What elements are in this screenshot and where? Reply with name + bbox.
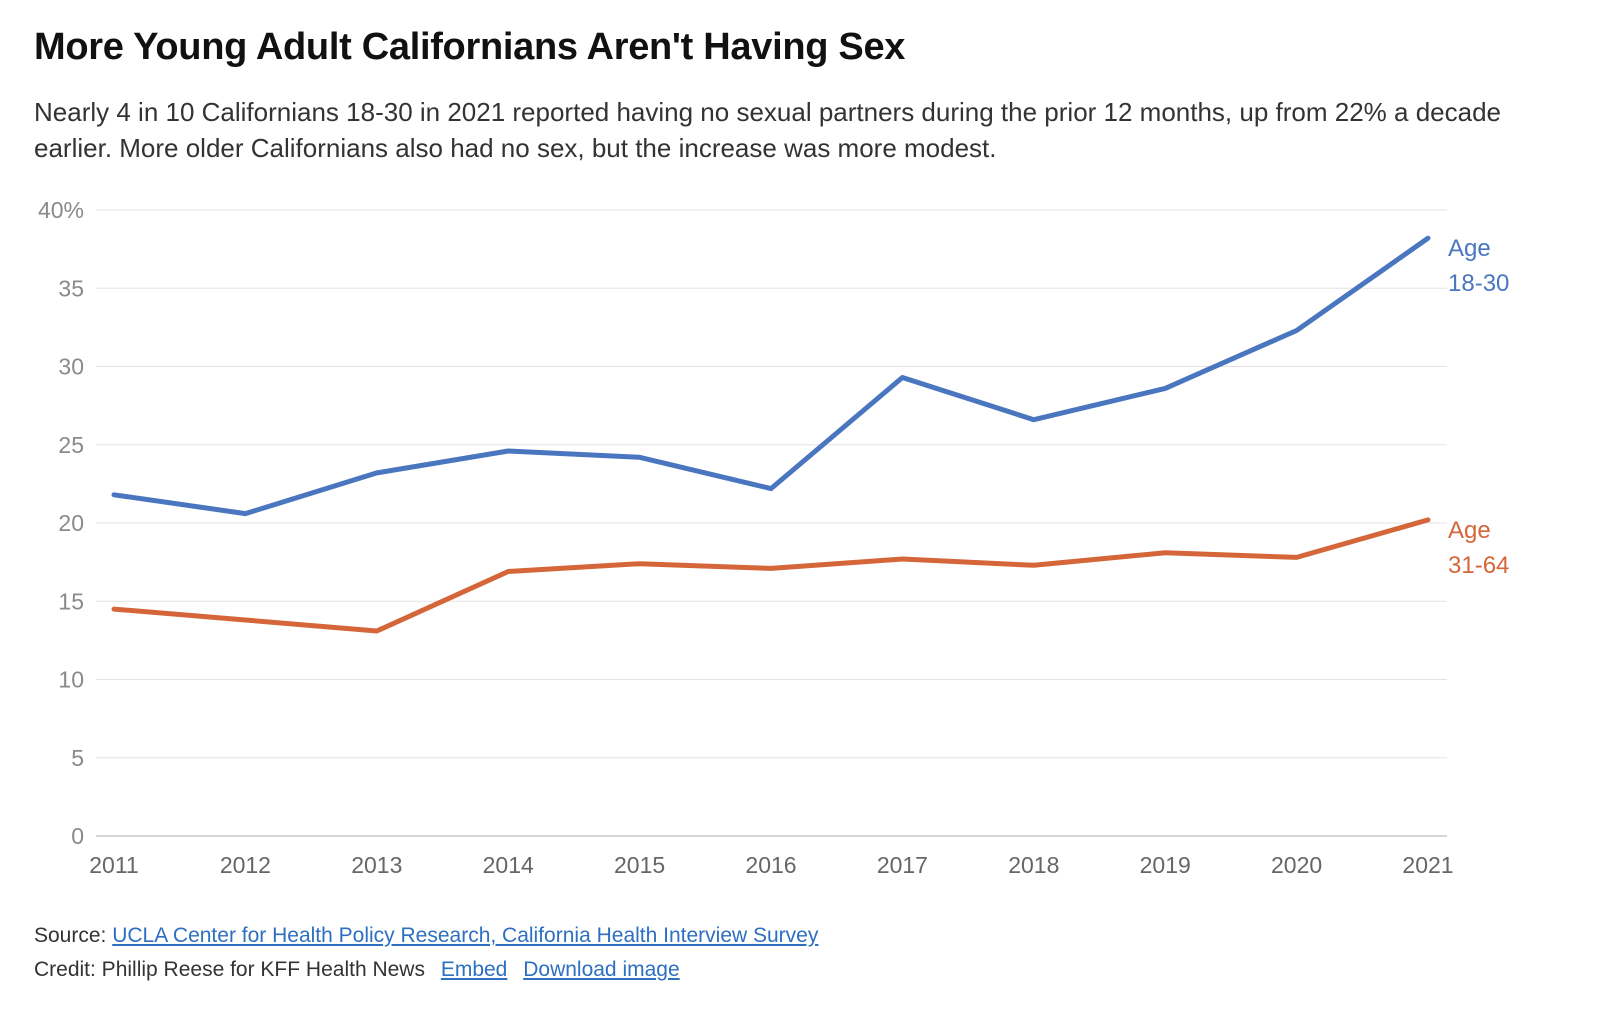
y-tick-label: 15	[58, 588, 84, 614]
y-tick-label: 25	[58, 432, 84, 458]
y-tick-label: 10	[58, 667, 84, 693]
x-tick-label: 2020	[1271, 852, 1322, 878]
credit-text: Credit: Phillip Reese for KFF Health New…	[34, 958, 425, 981]
x-tick-label: 2012	[220, 852, 271, 878]
source-prefix: Source:	[34, 924, 113, 947]
x-tick-label: 2011	[89, 852, 138, 878]
x-tick-label: 2017	[877, 852, 928, 878]
chart-title: More Young Adult Californians Aren't Hav…	[34, 26, 906, 68]
series-label-age-31-64: 31-64	[1448, 552, 1509, 579]
embed-link[interactable]: Embed	[440, 958, 508, 981]
x-tick-label: 2015	[614, 852, 665, 878]
series-line-age-31-64	[111, 517, 1431, 634]
grid-lines	[96, 209, 1447, 837]
credit-line: Credit: Phillip Reese for KFF Health New…	[34, 958, 680, 982]
chart-subtitle: Nearly 4 in 10 Californians 18-30 in 202…	[34, 97, 1501, 163]
source-line: Source: UCLA Center for Health Policy Re…	[34, 924, 818, 948]
x-tick-label: 2021	[1402, 852, 1453, 878]
source-link[interactable]: UCLA Center for Health Policy Research, …	[112, 924, 819, 947]
series-lines	[111, 235, 1431, 634]
y-tick-label: 40%	[38, 197, 84, 223]
x-tick-label: 2013	[351, 852, 402, 878]
series-label-age-18-30: Age	[1448, 235, 1491, 262]
series-label-age-31-64: Age	[1448, 517, 1491, 544]
y-tick-label: 5	[71, 745, 84, 771]
x-tick-label: 2018	[1008, 852, 1059, 878]
y-tick-label: 30	[58, 354, 84, 380]
x-tick-label: 2019	[1140, 852, 1191, 878]
y-tick-label: 0	[71, 823, 84, 849]
download-image-link[interactable]: Download image	[523, 958, 680, 981]
y-tick-label: 20	[58, 510, 84, 536]
x-axis-ticks: 2011 2012 2013 2014 2015 2016 2017 2018 2019 2020…	[89, 852, 1453, 878]
series-labels: Age 18-30 Age 31-64	[1448, 235, 1509, 579]
x-tick-label: 2014	[483, 852, 534, 878]
y-axis-ticks: 0 5 10 15 20 25 30 35 40%	[38, 197, 84, 849]
y-tick-label: 35	[58, 275, 84, 301]
x-tick-label: 2016	[745, 852, 796, 878]
series-line-age-18-30	[111, 235, 1431, 517]
series-label-age-18-30: 18-30	[1448, 270, 1509, 297]
